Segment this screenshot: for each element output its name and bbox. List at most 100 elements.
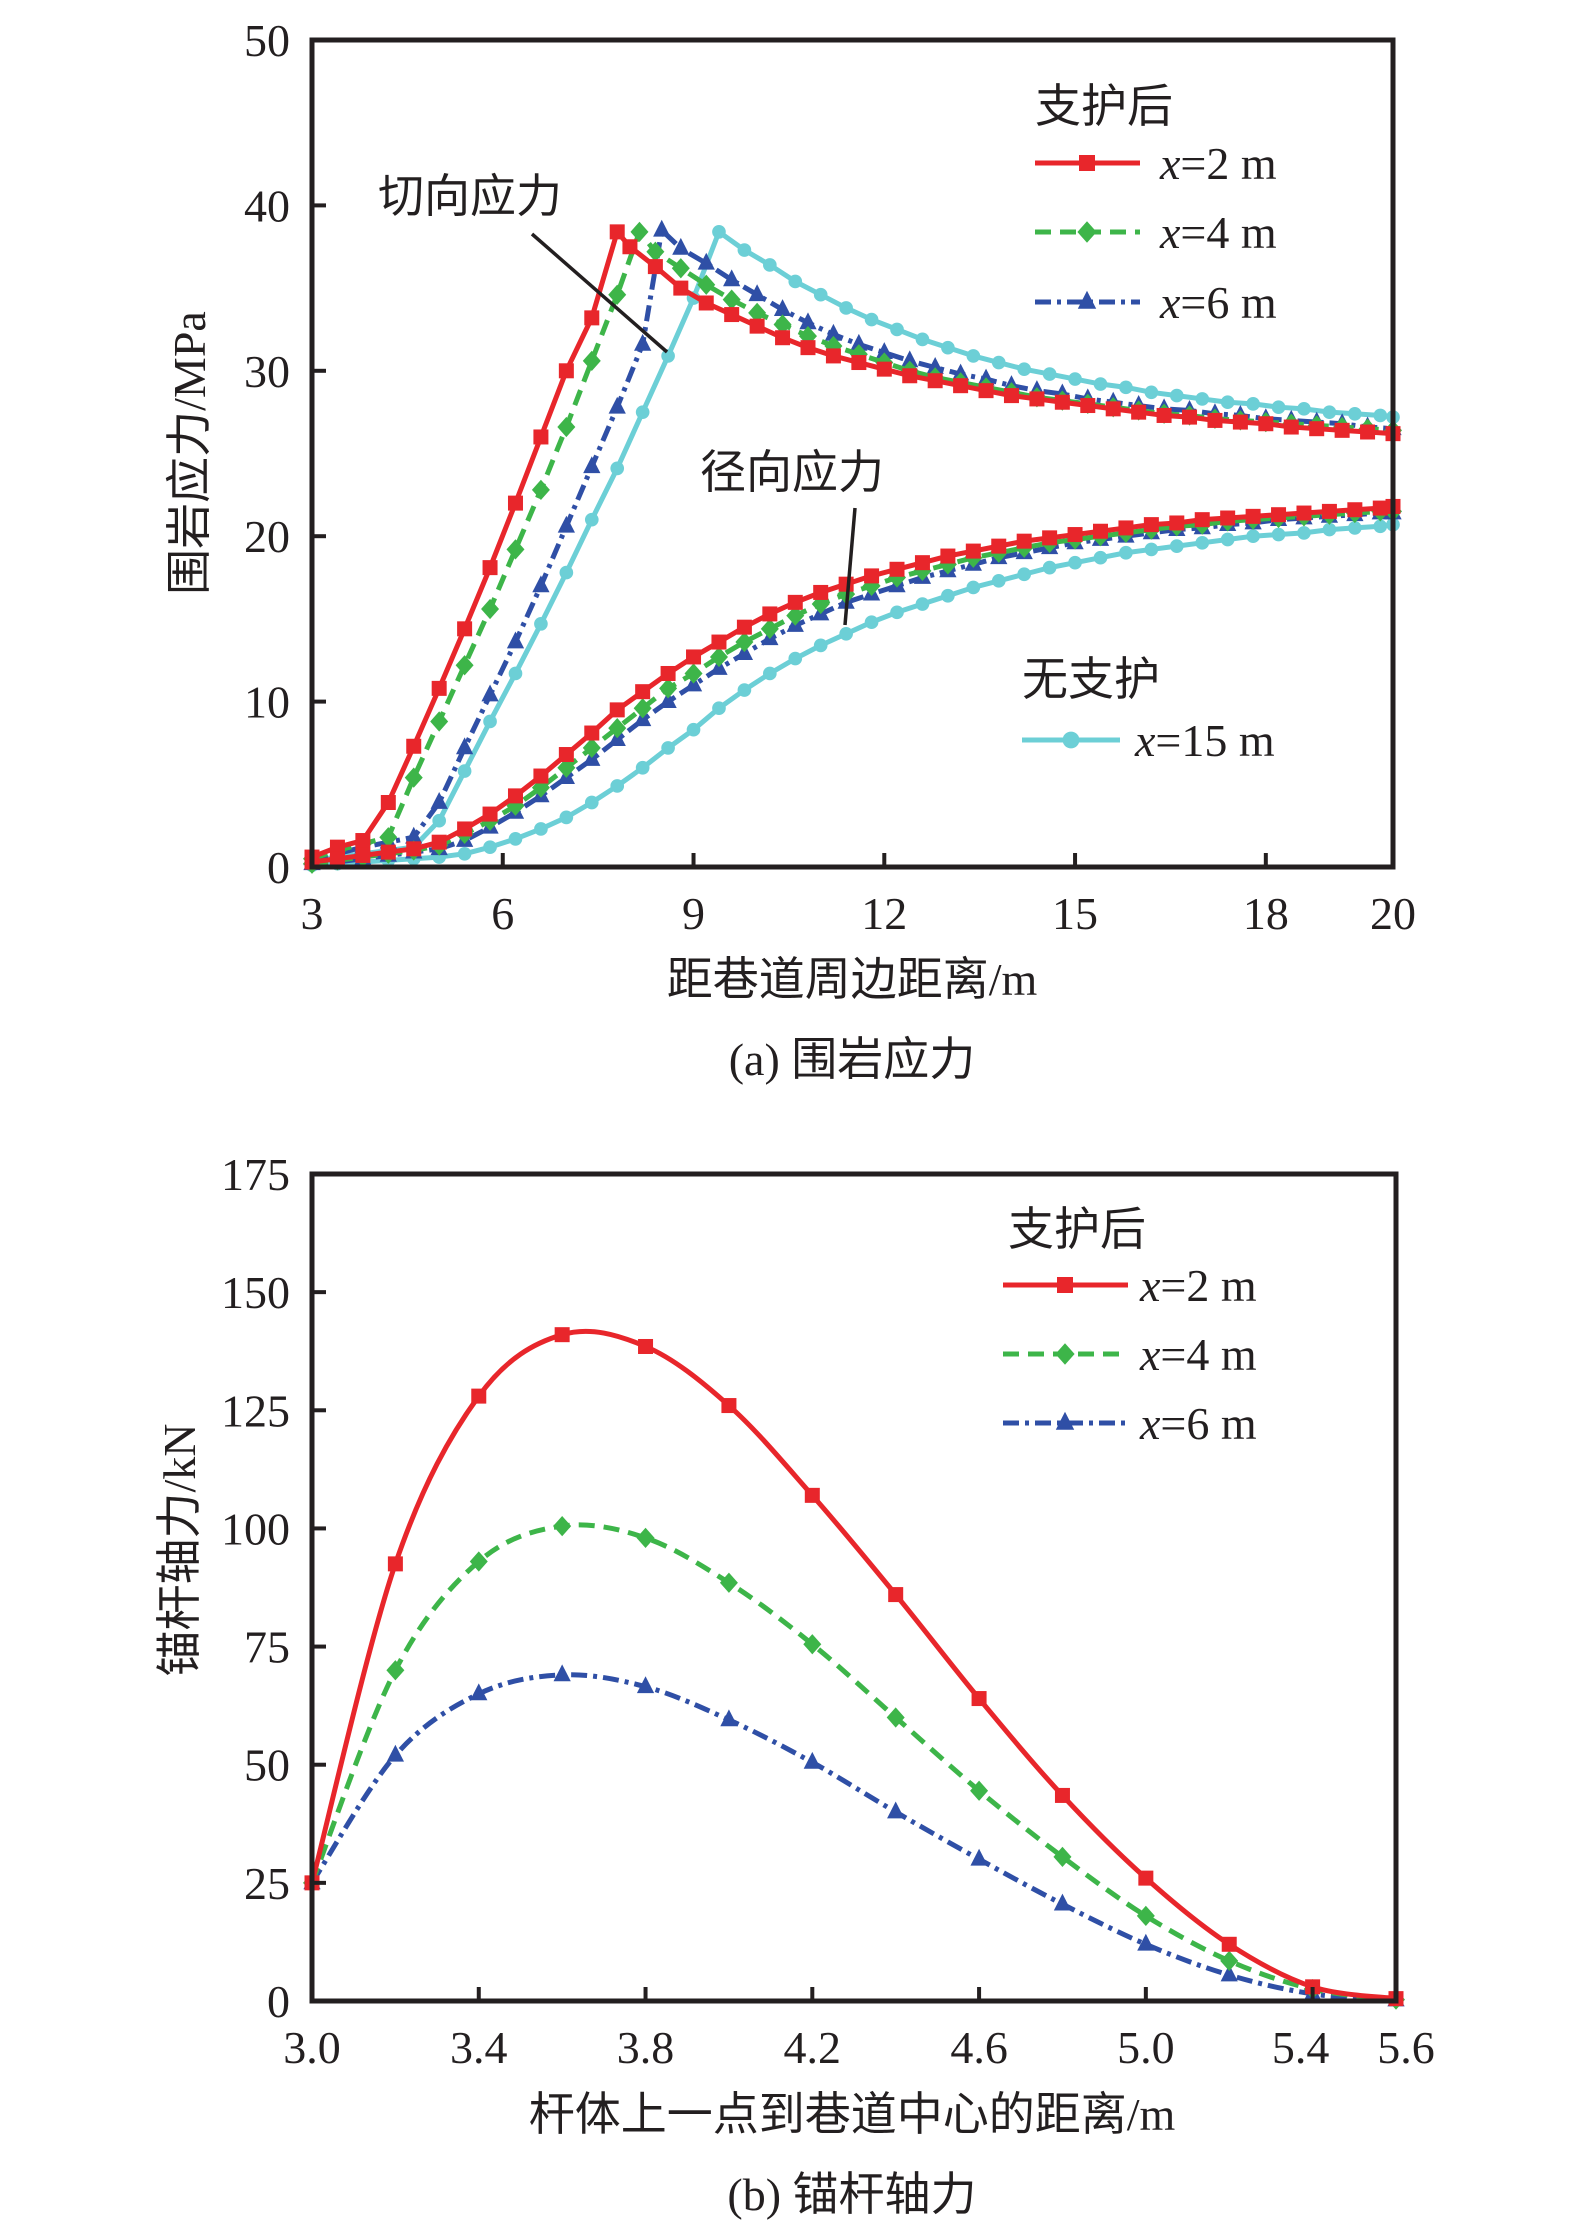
marker-radial: [1143, 517, 1159, 533]
marker-radial: [864, 568, 880, 584]
marker-radial: [329, 851, 345, 867]
marker-radial: [431, 834, 447, 850]
marker-radial: [686, 649, 702, 665]
marker-radial: [813, 584, 829, 600]
marker-radial: [1016, 533, 1032, 549]
marker-radial: [660, 665, 676, 681]
marker-tangential: [406, 738, 422, 754]
marker-tangential: [748, 284, 766, 302]
marker-radial: [890, 605, 904, 620]
marker-tangential: [825, 348, 841, 364]
legend-a-title-unsupported: 无支护: [1022, 654, 1160, 705]
marker-tangential: [697, 252, 715, 270]
x-tick-label-a: 9: [682, 888, 705, 939]
marker-tangential: [1297, 402, 1311, 416]
marker-axial-force: [638, 1338, 654, 1354]
marker-radial: [735, 631, 754, 653]
marker-tangential: [941, 340, 955, 355]
legend-label: x=4 m: [1159, 207, 1277, 258]
marker-radial: [1092, 523, 1108, 539]
x-tick-label-b: 5.6: [1377, 2022, 1435, 2073]
marker-tangential: [851, 355, 867, 371]
legend-marker: [1077, 290, 1097, 309]
marker-radial: [355, 847, 371, 863]
plot-a-x-axis-title: 距巷道周边距离/m: [667, 954, 1038, 1005]
marker-radial: [1373, 519, 1388, 534]
marker-tangential: [978, 383, 994, 399]
y-tick-label-a: 20: [244, 511, 290, 562]
marker-radial: [712, 701, 726, 716]
marker-axial-force: [636, 1676, 655, 1694]
marker-tangential: [531, 479, 550, 501]
marker-tangential: [749, 318, 765, 334]
marker-tangential: [839, 301, 853, 315]
marker-tangential: [1003, 388, 1019, 404]
marker-tangential: [748, 302, 767, 324]
y-tick-label-a: 0: [267, 842, 290, 893]
marker-radial: [483, 840, 497, 854]
x-tick-label-b: 4.2: [784, 2022, 842, 2073]
marker-tangential: [455, 737, 474, 755]
marker-tangential: [1105, 401, 1121, 417]
y-tick-label-a: 50: [244, 15, 290, 66]
legend-marker: [1057, 1277, 1073, 1293]
plot-b-y-axis-title: 锚杆轴力/kN: [154, 1424, 205, 1677]
y-tick-label-b: 125: [221, 1385, 290, 1436]
marker-tangential: [481, 684, 499, 702]
marker-axial-force: [470, 1683, 488, 1701]
marker-tangential: [902, 368, 918, 384]
marker-tangential: [864, 312, 879, 327]
marker-tangential: [1156, 407, 1172, 423]
marker-radial: [786, 605, 805, 626]
marker-axial-force: [387, 1556, 403, 1572]
marker-tangential: [737, 243, 752, 257]
annotation-leader-tangential: [530, 232, 669, 354]
plot-b-ticks: 3.0 3.4 3.8 4.2 4.6 5.0 5.4 5.6 0 25 50 75 100 125 150…: [221, 1149, 1435, 2073]
legend-label: x=4 m: [1139, 1329, 1257, 1380]
marker-tangential: [506, 631, 525, 649]
marker-axial-force: [720, 1709, 738, 1727]
marker-radial: [1271, 527, 1286, 542]
marker-axial-force: [971, 1691, 987, 1707]
marker-axial-force: [1053, 1893, 1072, 1911]
marker-tangential: [722, 289, 741, 310]
marker-tangential: [1068, 372, 1082, 386]
marker-axial-force: [1305, 1979, 1321, 1995]
marker-tangential: [630, 221, 649, 242]
marker-tangential: [1232, 414, 1248, 430]
x-tick-label-b: 5.0: [1117, 2022, 1175, 2073]
x-tick-label-a: 20: [1370, 888, 1416, 939]
marker-tangential: [1220, 395, 1235, 410]
marker-tangential: [379, 827, 398, 848]
line-radial: [311, 508, 1393, 867]
marker-tangential: [1054, 394, 1070, 410]
y-tick-label-b: 150: [221, 1267, 290, 1318]
marker-tangential: [788, 274, 803, 289]
plot-a-surrounding-rock-stress: 3 6 9 12 15 18 20 0 10 20 30 40 50 切向应力 径向应力 支护后 x=2…: [164, 15, 1416, 1085]
marker-tangential: [799, 312, 817, 330]
marker-axial-force: [804, 1487, 820, 1503]
marker-tangential: [646, 241, 665, 262]
marker-tangential: [1080, 398, 1096, 414]
marker-radial: [787, 594, 803, 610]
marker-radial: [610, 779, 625, 793]
marker-radial: [1246, 529, 1260, 544]
x-tick-label-b: 4.6: [950, 2022, 1008, 2073]
marker-tangential: [671, 258, 690, 279]
marker-axial-force: [803, 1751, 821, 1769]
marker-radial: [1296, 505, 1312, 521]
marker-radial: [508, 832, 523, 846]
marker-tangential: [1309, 421, 1325, 437]
marker-radial: [661, 741, 675, 755]
marker-tangential: [609, 224, 625, 240]
marker-radial: [534, 822, 548, 836]
plot-a-series-layer: [303, 219, 1402, 874]
marker-axial-force: [887, 1801, 905, 1819]
x-tick-label-a: 18: [1243, 888, 1289, 939]
marker-tangential: [355, 833, 371, 849]
line-radial: [311, 522, 1394, 868]
marker-tangential: [653, 219, 671, 237]
marker-axial-force: [1220, 1950, 1239, 1971]
marker-radial: [584, 795, 599, 810]
marker-radial: [1093, 550, 1108, 565]
